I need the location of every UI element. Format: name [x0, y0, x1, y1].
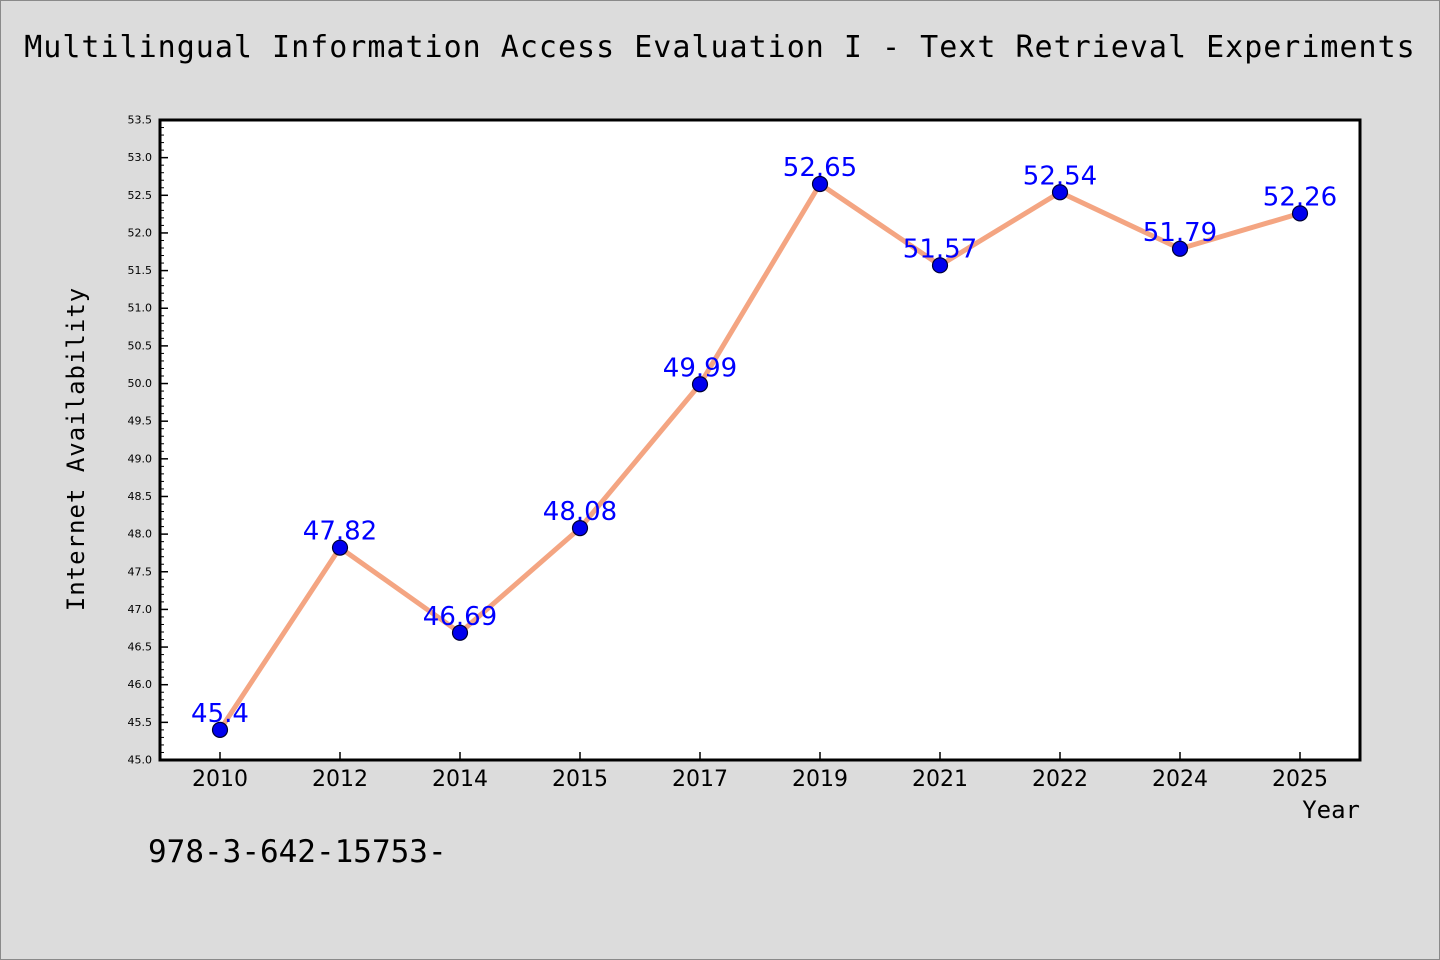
series-line	[217, 181, 1303, 733]
x-tick-label: 2019	[792, 767, 848, 792]
y-tick-label: 45.5	[128, 716, 153, 729]
chart-title: Multilingual Information Access Evaluati…	[24, 30, 1416, 65]
x-axis-ticks: 2010 2012 2014 2015 2017 2019 2021 2022 2024 2025	[192, 752, 1328, 792]
data-point	[451, 624, 469, 641]
plot-area	[158, 118, 1362, 762]
y-tick-label: 50.5	[128, 339, 153, 352]
y-tick-label: 47.0	[128, 603, 153, 616]
data-point	[571, 519, 589, 537]
x-tick-label: 2012	[312, 767, 368, 792]
data-point	[211, 721, 229, 738]
x-tick-label: 2022	[1032, 767, 1088, 792]
y-tick-label: 51.5	[128, 264, 153, 277]
data-label: 51.79	[1143, 218, 1217, 248]
y-tick-label: 46.0	[128, 678, 153, 691]
data-label: 47.82	[303, 517, 377, 547]
data-label: 51.57	[903, 234, 977, 264]
data-label: 52.54	[1023, 161, 1097, 191]
data-point	[811, 175, 829, 193]
data-point	[691, 376, 709, 393]
y-axis-ticks: 45.0 45.5 46.0 46.5 47.0 47.5 48.0 48.5 49.0 49.5…	[128, 114, 168, 767]
y-tick-label: 48.5	[128, 490, 153, 503]
y-tick-label: 49.5	[128, 415, 153, 428]
data-label: 45.4	[191, 699, 249, 729]
y-tick-label: 49.0	[128, 452, 153, 465]
x-tick-label: 2014	[432, 767, 488, 792]
footer-code: 978-3-642-15753-	[148, 834, 447, 870]
y-tick-label: 52.5	[128, 189, 153, 202]
data-point	[1291, 205, 1309, 222]
data-point	[331, 539, 349, 556]
x-tick-label: 2025	[1272, 767, 1328, 792]
x-tick-label: 2017	[672, 767, 728, 792]
y-tick-label: 48.0	[128, 528, 153, 541]
data-label: 46.69	[423, 602, 497, 632]
y-tick-label: 45.0	[128, 754, 153, 767]
data-labels: 45.4 47.82 46.69 48.08 49.99 52.65 51.57 52.54 5…	[191, 153, 1337, 729]
y-tick-label: 46.5	[128, 641, 153, 654]
y-tick-label: 47.5	[128, 565, 153, 578]
y-tick-label: 52.0	[128, 226, 153, 239]
data-label: 49.99	[663, 353, 737, 383]
x-tick-label: 2015	[552, 767, 608, 792]
x-tick-label: 2024	[1152, 767, 1208, 792]
x-tick-label: 2021	[912, 767, 968, 792]
y-tick-label: 50.0	[128, 377, 153, 390]
y-tick-label: 51.0	[128, 302, 153, 315]
data-point	[931, 257, 949, 274]
data-point	[1051, 184, 1069, 201]
data-markers	[211, 175, 1309, 738]
data-label: 52.26	[1263, 182, 1337, 212]
data-label: 48.08	[543, 497, 617, 527]
x-axis-label: Year	[1302, 796, 1360, 824]
data-label: 52.65	[783, 153, 857, 183]
x-tick-label: 2010	[192, 767, 248, 792]
y-tick-label: 53.5	[128, 114, 153, 127]
y-tick-label: 53.0	[128, 151, 153, 164]
data-point	[1171, 240, 1189, 257]
